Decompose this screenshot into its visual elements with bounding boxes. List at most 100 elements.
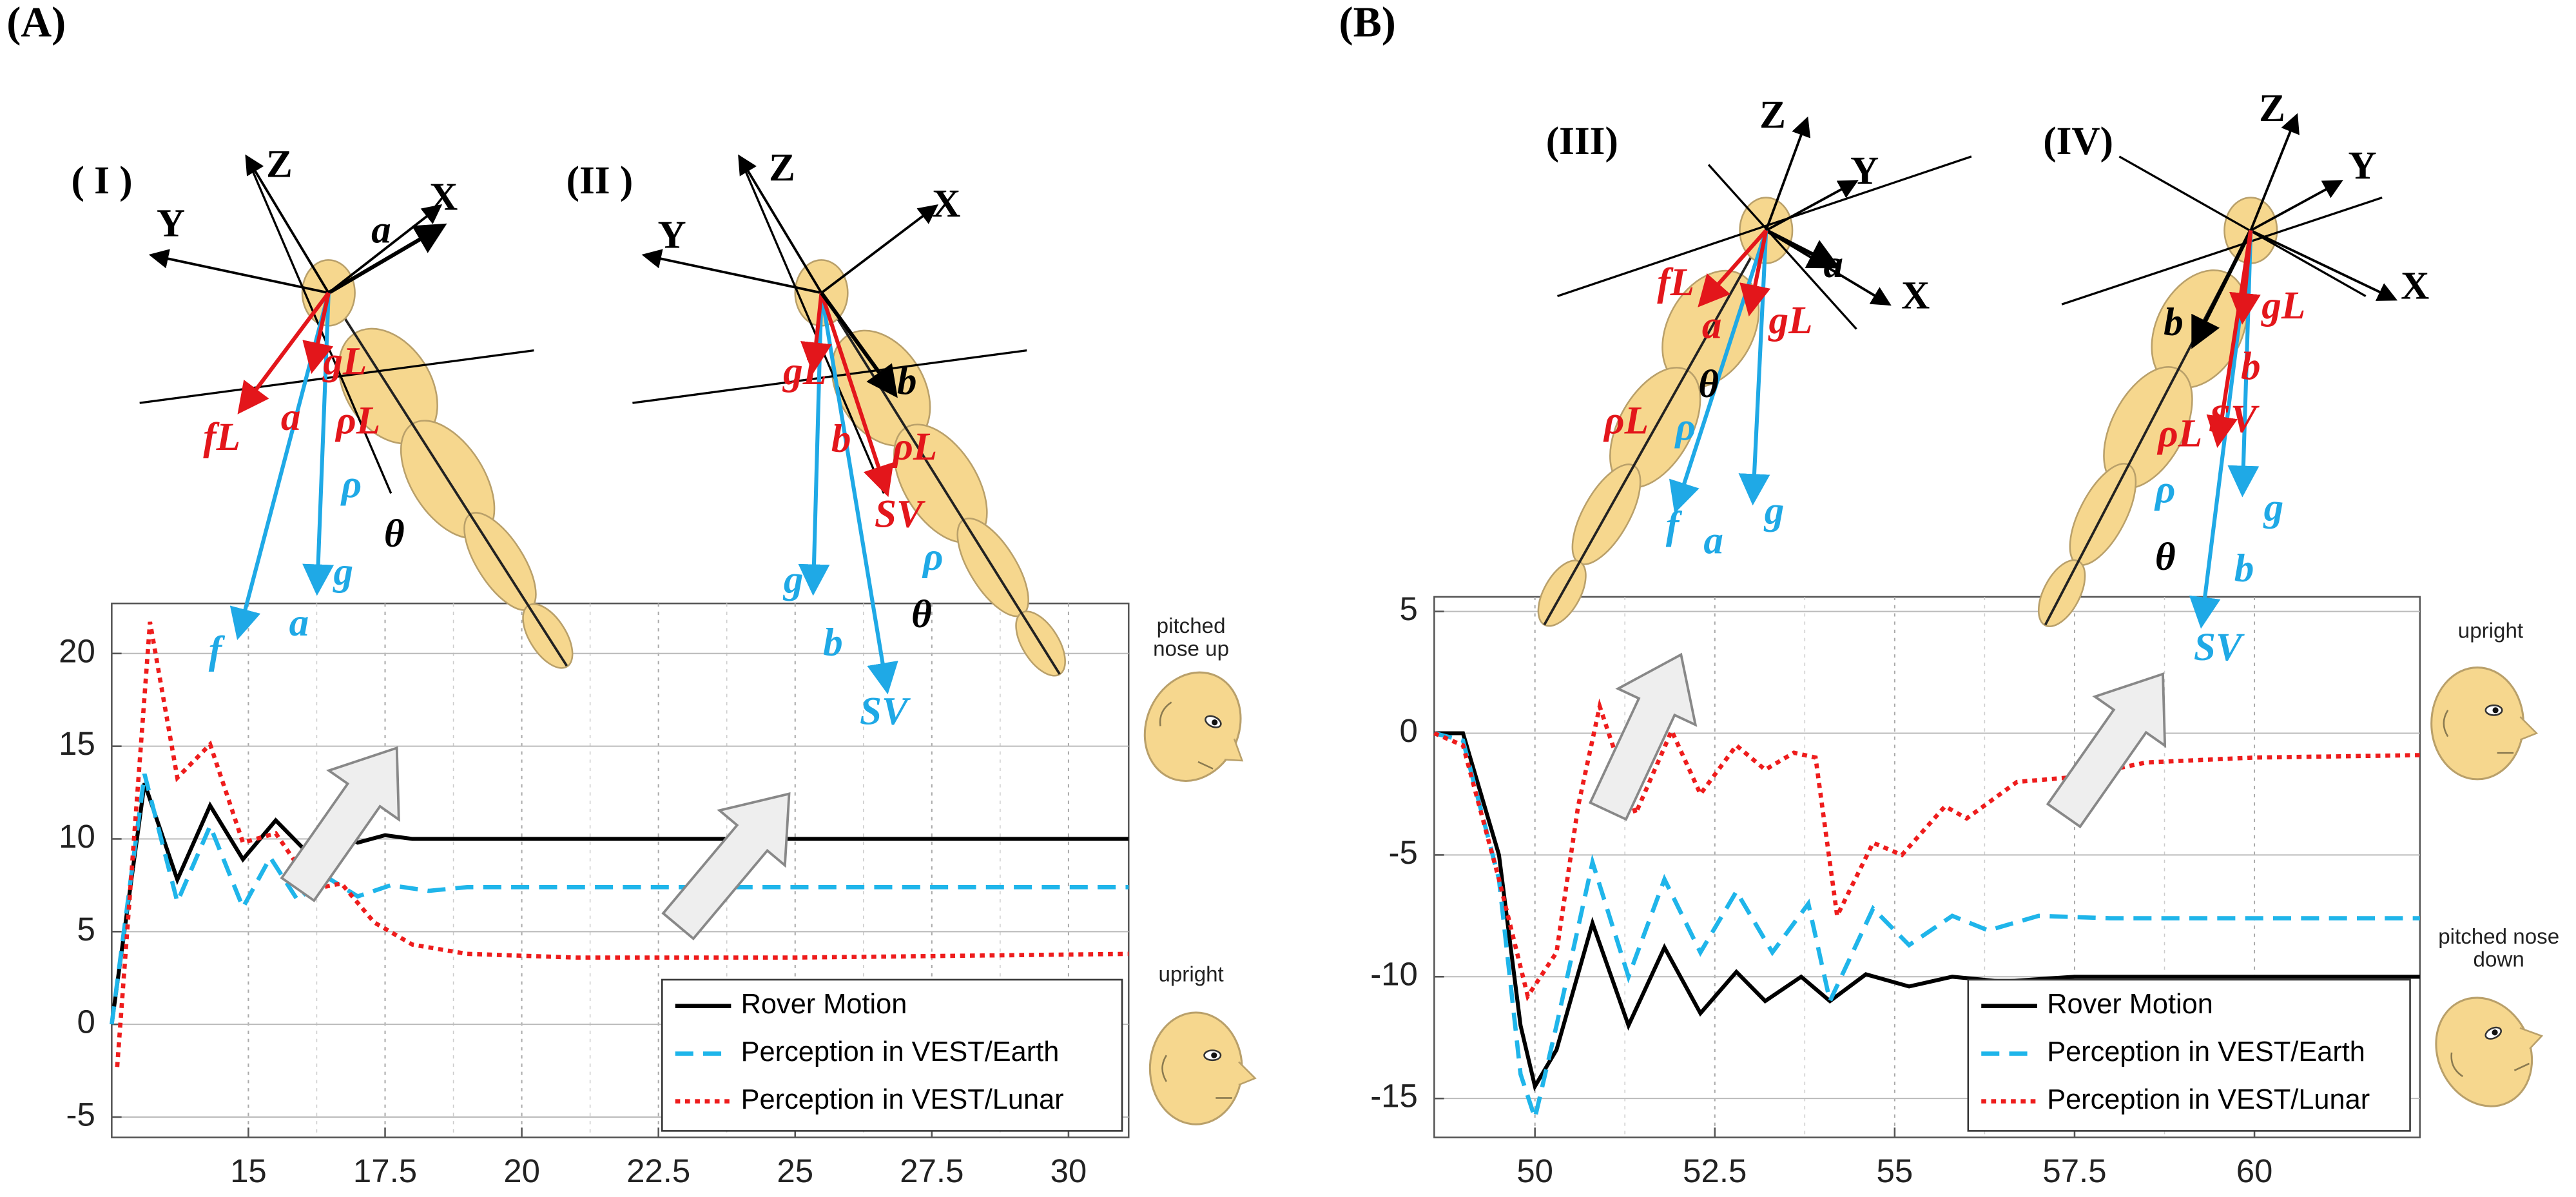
vector-label: ρ [340, 463, 362, 507]
diagram-label: (IV) [2043, 119, 2113, 163]
frame-axis [2250, 180, 2343, 232]
vector [1739, 229, 1771, 316]
legend-box [1967, 978, 2411, 1132]
vector-label: Z [266, 142, 293, 186]
series-line [1433, 698, 2420, 1002]
diagram-label: (III) [1546, 119, 1618, 163]
vector-label: SV [860, 690, 911, 734]
vector-label: θ [911, 592, 932, 636]
vector [302, 292, 334, 375]
vector-label: Y [2348, 144, 2377, 188]
vector [2206, 230, 2253, 448]
y-tick-label: 20 [59, 632, 95, 669]
legend-label: Perception in VEST/Earth [2047, 1036, 2365, 1067]
vector-label: a [1824, 242, 1844, 286]
ear [2450, 1052, 2463, 1077]
diagram-label: (II ) [567, 159, 634, 202]
vector-label: a [1703, 518, 1723, 562]
annotation-box: pitched nose down [2438, 925, 2560, 972]
mouth [1197, 761, 1214, 770]
body-axis [820, 292, 1061, 675]
legend-label: Rover Motion [741, 989, 907, 1020]
vector [1738, 230, 1770, 506]
vector-label: ρL [2156, 412, 2202, 456]
y-tick-label: 10 [59, 818, 95, 855]
diagram-label: ( I ) [71, 159, 132, 202]
x-tick-label: 50 [1516, 1153, 1553, 1189]
annotation: pitched nose up [1153, 614, 1230, 661]
vector-label: Z [769, 146, 795, 190]
pupil [1211, 1052, 1217, 1058]
vector [820, 291, 898, 398]
vector-label: X [932, 182, 960, 226]
legend-label: Perception in VEST/Earth [741, 1036, 1060, 1067]
vector [229, 292, 331, 641]
orientation-arrow [1588, 652, 1698, 821]
vector [1669, 229, 1768, 514]
series-line [1434, 731, 2420, 1092]
vector [2227, 230, 2260, 498]
nose [1224, 738, 1244, 762]
vector-label: X [1901, 274, 1930, 318]
pupil [2492, 707, 2499, 714]
annotation-box: upright [1158, 963, 1223, 985]
vector-label: b [831, 416, 851, 460]
frame-line [738, 156, 885, 494]
frame-axis [820, 204, 939, 294]
face [1143, 671, 1242, 783]
figure-body [327, 292, 574, 669]
y-tick-label: -5 [1389, 834, 1418, 871]
legend-label: Perception in VEST/Lunar [2047, 1084, 2370, 1115]
vector-label: SV [875, 492, 925, 536]
vector [819, 292, 894, 498]
y-tick-label: -10 [1370, 956, 1418, 993]
x-tick-label: 17.5 [353, 1153, 417, 1189]
vector-label: θ [2155, 535, 2176, 579]
frame-axis [641, 249, 822, 295]
vector-label: b [823, 620, 843, 664]
vector-label: SV [2194, 625, 2245, 669]
vector-label: ρ [1674, 405, 1696, 449]
vector-label: f [1666, 503, 1683, 547]
face-icon [2435, 997, 2544, 1107]
y-tick-label: 0 [1400, 712, 1418, 749]
ear [2443, 710, 2449, 737]
x-tick-label: 30 [1051, 1153, 1087, 1189]
vector-label: ρL [1603, 398, 1649, 442]
vector-label: a [1702, 303, 1722, 347]
vector-label: SV [2209, 397, 2260, 441]
panel-label: (A) [6, 0, 66, 46]
frame-axis [245, 154, 330, 294]
vector-label: X [2401, 264, 2429, 307]
frame-line [2118, 155, 2367, 297]
vector-label: X [429, 175, 458, 219]
vector-label: a [281, 395, 301, 439]
frame-axis [2250, 229, 2398, 301]
annotation-box: pitched nose up [1153, 614, 1230, 661]
x-tick-label: 25 [777, 1153, 813, 1189]
vector-label: g [1763, 489, 1785, 533]
vector [819, 292, 898, 695]
face [2435, 997, 2533, 1107]
vector-label: ρ [2154, 467, 2176, 511]
series-line [110, 783, 1129, 1025]
series-line [1433, 731, 2420, 1126]
y-tick-label: -15 [1370, 1078, 1418, 1114]
y-tick-label: 15 [59, 725, 95, 762]
orientation-arrow [661, 792, 791, 940]
vector-label: Y [157, 201, 185, 245]
annotation: pitched nose down [2438, 925, 2560, 972]
x-tick-label: 57.5 [2042, 1153, 2106, 1189]
vector [2191, 229, 2253, 349]
vector-label: θ [384, 512, 405, 556]
vector-label: g [2263, 485, 2284, 529]
nose [2519, 716, 2539, 741]
pupil [2492, 1029, 2498, 1036]
vector-label: gL [782, 349, 827, 393]
vector-label: Y [1850, 149, 1879, 193]
y-tick-label: 0 [77, 1004, 95, 1040]
nose [1238, 1061, 1257, 1086]
orientation-arrow [280, 746, 400, 902]
ear [1159, 701, 1172, 726]
vector [1698, 229, 1768, 307]
